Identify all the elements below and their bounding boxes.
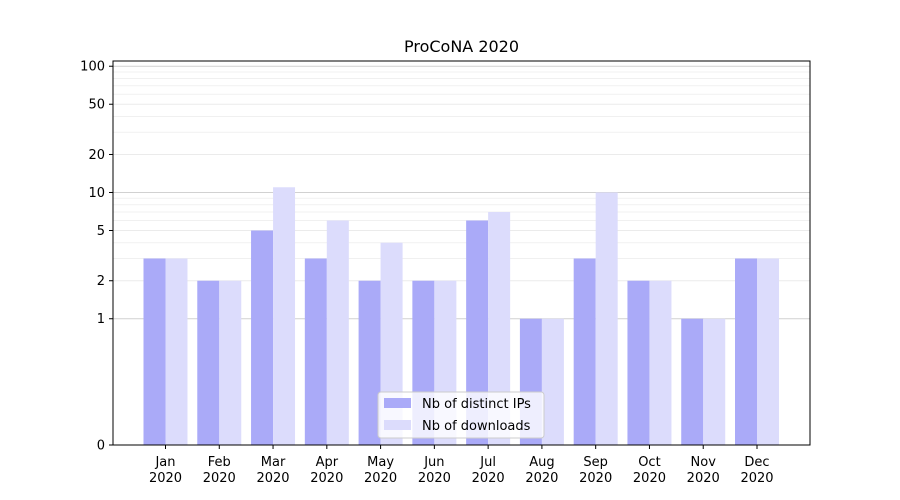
y-tick-label: 100 [80, 60, 105, 75]
x-tick-label: Jul 2020 [472, 455, 505, 486]
bar-distinct-ips [735, 258, 757, 445]
bar-downloads [488, 212, 511, 445]
bar-downloads [541, 318, 564, 445]
y-tick-label: 50 [88, 98, 105, 113]
legend-swatch-distinct-ips [384, 398, 411, 408]
bar-downloads [649, 280, 672, 445]
x-tick-label: May 2020 [364, 455, 397, 486]
bar-distinct-ips [304, 258, 327, 445]
bar-distinct-ips [358, 280, 381, 445]
y-tick-label: 0 [97, 439, 105, 454]
x-tick-label: Dec 2020 [740, 455, 773, 486]
bar-downloads [273, 187, 296, 446]
bar-distinct-ips [681, 318, 704, 445]
x-tick-label: Mar 2020 [256, 455, 289, 486]
legend-box [377, 391, 545, 439]
legend-label-downloads: Nb of downloads [422, 419, 531, 434]
x-tick-label: Aug 2020 [525, 455, 558, 486]
bars [143, 187, 779, 446]
legend-swatch-downloads [384, 420, 411, 430]
y-tick-label: 10 [88, 186, 105, 201]
x-tick-label: Apr 2020 [310, 455, 343, 486]
gridlines [113, 65, 810, 320]
x-tick-label: Jan 2020 [149, 455, 182, 486]
axes: 0 1 2 5 10 20 50 100 Jan 2020 Feb 2020 Mar 2020 Apr 202… [80, 60, 773, 486]
x-tick-label: Oct 2020 [633, 455, 666, 486]
x-tick-label: Sep 2020 [579, 455, 612, 486]
bar-distinct-ips [251, 230, 274, 445]
x-tick-label: Feb 2020 [203, 455, 236, 486]
bar-downloads [326, 220, 349, 445]
bar-distinct-ips [197, 280, 220, 445]
bar-distinct-ips [143, 258, 166, 445]
x-tick-label: Nov 2020 [687, 455, 720, 486]
legend: Nb of distinct IPs Nb of downloads [377, 391, 545, 439]
bar-distinct-ips [573, 258, 596, 445]
y-tick-label: 2 [97, 274, 105, 289]
bar-distinct-ips [466, 220, 489, 445]
legend-label-distinct-ips: Nb of distinct IPs [422, 397, 531, 412]
chart-title: ProCoNA 2020 [404, 37, 519, 56]
bar-downloads [703, 318, 726, 445]
bar-downloads [165, 258, 188, 445]
x-tick-label: Jun 2020 [418, 455, 451, 486]
bar-downloads [219, 280, 242, 445]
bar-downloads [757, 258, 779, 445]
y-tick-label: 5 [97, 224, 105, 239]
y-tick-label: 20 [88, 148, 105, 163]
bar-downloads [595, 192, 618, 445]
bar-distinct-ips [627, 280, 650, 445]
plot-frame [112, 60, 811, 446]
y-tick-label: 1 [97, 312, 105, 327]
